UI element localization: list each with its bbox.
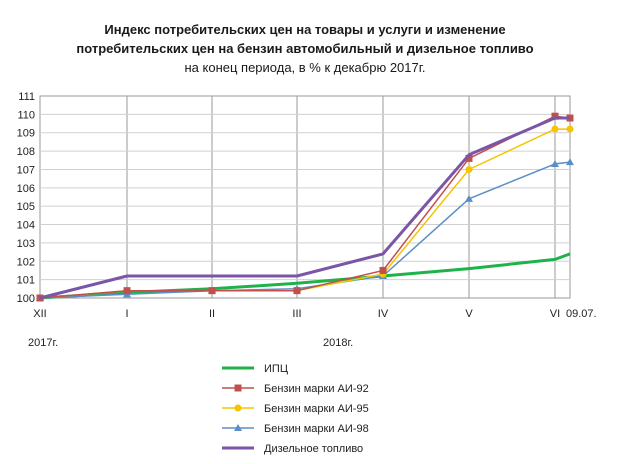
legend-label: Дизельное топливо <box>264 443 363 455</box>
y-tick-label: 108 <box>17 146 35 158</box>
legend-label: ИПЦ <box>264 363 288 375</box>
series-1 <box>39 252 571 300</box>
data-point <box>566 125 574 133</box>
data-point <box>551 125 559 133</box>
y-tick-label: 104 <box>17 220 35 232</box>
legend-marker <box>234 424 242 431</box>
y-axis-tick-labels: 100 101 102 103 104 105 106 107 108 109 110 111 <box>17 91 35 305</box>
legend-item: Бензин марки АИ-92 <box>222 383 369 395</box>
data-point <box>123 287 131 295</box>
x-tick-label: 09.07. <box>566 308 597 320</box>
chart-title-line-2: потребительских цен на бензин автомобиль… <box>76 41 533 56</box>
legend-item: Бензин марки АИ-95 <box>222 403 369 415</box>
y-tick-label: 100 <box>17 293 35 305</box>
y-tick-label: 109 <box>17 128 35 140</box>
data-point <box>465 154 473 162</box>
series-line <box>39 116 570 300</box>
data-point <box>379 266 387 274</box>
legend-marker <box>234 384 242 392</box>
data-point <box>293 287 301 295</box>
data-point <box>551 112 559 120</box>
chart-title-line-1: Индекс потребительских цен на товары и у… <box>104 22 505 37</box>
legend-marker <box>234 404 242 412</box>
x-tick-label: VI <box>550 308 560 320</box>
x-tick-label: III <box>292 308 301 320</box>
data-point <box>551 159 559 167</box>
y-tick-label: 103 <box>17 238 35 250</box>
x-tick-label: XII <box>33 308 46 320</box>
legend: ИПЦ Бензин марки АИ-92 Бензин марки АИ-95 Б… <box>222 363 369 455</box>
legend-label: Бензин марки АИ-95 <box>264 403 369 415</box>
series-5 <box>39 116 570 300</box>
data-point <box>566 158 574 166</box>
y-tick-label: 110 <box>17 109 35 121</box>
y-tick-label: 106 <box>17 183 35 195</box>
plot-area <box>39 95 571 299</box>
y-tick-label: 105 <box>17 201 35 213</box>
data-point <box>208 287 216 295</box>
y-tick-label: 111 <box>18 91 35 103</box>
data-point <box>465 165 473 173</box>
horizontal-gridlines <box>40 113 570 281</box>
chart-subtitle: на конец периода, в % к декабрю 2017г. <box>184 60 425 75</box>
y-tick-label: 101 <box>17 275 35 287</box>
year-label-2017: 2017г. <box>28 337 58 349</box>
x-tick-label: I <box>125 308 128 320</box>
y-tick-label: 102 <box>17 256 35 268</box>
x-tick-label: V <box>465 308 473 320</box>
legend-item: Бензин марки АИ-98 <box>222 423 369 435</box>
x-tick-label: II <box>209 308 215 320</box>
x-tick-label: IV <box>378 308 389 320</box>
series-group <box>36 112 574 302</box>
legend-item: Дизельное топливо <box>222 443 363 455</box>
x-axis-tick-labels: XII I II III IV V VI 09.07. <box>33 308 596 320</box>
year-label-2018: 2018г. <box>323 337 353 349</box>
legend-label: Бензин марки АИ-98 <box>264 423 369 435</box>
y-tick-label: 107 <box>17 164 35 176</box>
legend-item: ИПЦ <box>222 363 288 375</box>
data-point <box>465 194 473 202</box>
legend-label: Бензин марки АИ-92 <box>264 383 369 395</box>
series-line <box>39 252 571 300</box>
